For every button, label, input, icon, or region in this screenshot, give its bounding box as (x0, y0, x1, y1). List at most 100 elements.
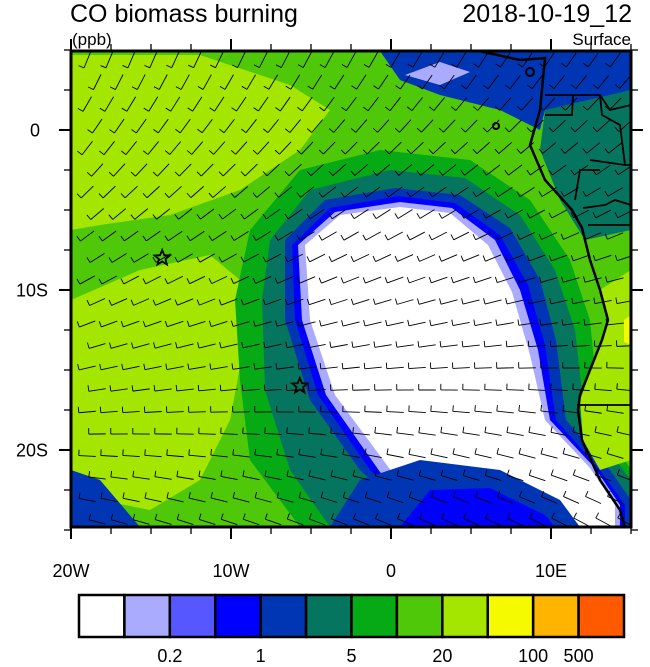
wind-barb (372, 119, 390, 133)
wind-barb (230, 276, 250, 284)
wind-barb (264, 470, 282, 481)
level-label: Surface (572, 30, 631, 49)
wind-barb (275, 96, 291, 112)
wind-barb (262, 298, 282, 306)
wind-barb (242, 513, 260, 526)
wind-barb (452, 362, 470, 369)
wind-barb (582, 187, 601, 197)
wind-barb (430, 405, 448, 414)
wind-barb (164, 141, 182, 155)
lat-label: 20S (15, 440, 48, 461)
colorbar-label: 20 (432, 646, 453, 666)
wind-barb (275, 363, 294, 370)
wind-barb (307, 74, 323, 90)
wind-barb (394, 254, 414, 262)
wind-barb (373, 74, 389, 90)
wind-barb (329, 341, 348, 348)
wind-barb (440, 383, 458, 391)
wind-barb (306, 298, 326, 306)
wind-barb (276, 448, 294, 458)
wind-barb (394, 209, 413, 219)
wind-barb (550, 426, 568, 437)
wind-barb (186, 275, 206, 285)
wind-barb (188, 406, 206, 413)
wind-barb (583, 276, 602, 283)
wind-barb (186, 141, 204, 155)
wind-barb (592, 254, 612, 262)
wind-barb (385, 362, 404, 370)
wind-barb (174, 163, 192, 177)
wind-barb (252, 276, 272, 284)
wind-barb (209, 363, 228, 370)
wind-barb (440, 426, 458, 436)
wind-barb (132, 427, 150, 435)
wind-barb (438, 119, 456, 133)
wind-barb (142, 230, 161, 242)
wind-barb (408, 448, 426, 459)
wind-barb (562, 361, 580, 369)
wind-barb (472, 97, 490, 111)
wind-barb (362, 231, 381, 241)
field-land-lime (580, 270, 631, 470)
wind-barb (374, 426, 392, 436)
wind-barb (540, 404, 558, 414)
wind-barb (120, 230, 139, 242)
wind-barb (196, 163, 214, 177)
wind-barb (77, 363, 96, 371)
wind-barb (274, 141, 292, 155)
wind-barb (241, 384, 260, 392)
wind-barb (451, 52, 467, 68)
wind-barb (384, 186, 403, 198)
wind-barb (208, 320, 228, 327)
wind-barb (120, 141, 137, 155)
wind-barb (604, 142, 623, 154)
wind-barb (274, 186, 293, 198)
wind-barb (253, 363, 272, 370)
wind-barb (318, 276, 338, 284)
field-lime-north (71, 55, 330, 230)
field-lime-west (71, 255, 245, 510)
wind-barb (110, 428, 128, 435)
wind-barb (109, 342, 128, 349)
wind-barb (418, 383, 436, 391)
wind-barb (494, 276, 514, 283)
wind-barb (175, 74, 190, 90)
wind-barb (78, 492, 96, 503)
wind-barb (122, 492, 140, 503)
wind-barb (108, 253, 127, 263)
wind-barb (330, 427, 348, 436)
wind-barb (352, 384, 370, 391)
wind-barb (100, 51, 113, 69)
wind-barb (595, 512, 611, 527)
wind-barb (164, 185, 182, 199)
wind-barb (438, 254, 458, 262)
wind-barb (120, 185, 138, 199)
field-white-north (405, 62, 470, 85)
wind-barb (375, 513, 392, 526)
wind-barb (372, 209, 391, 219)
wind-barb (351, 341, 370, 348)
wind-barb (439, 341, 458, 348)
colorbar-box (350, 593, 399, 639)
wind-barb (548, 164, 567, 176)
wind-barb (341, 52, 356, 68)
wind-barb (494, 231, 514, 241)
wind-barb (416, 209, 435, 219)
wind-barb (583, 52, 599, 68)
wind-barb (396, 469, 414, 481)
colorbar-box (531, 593, 580, 639)
wind-barb (496, 362, 514, 369)
wind-barb (166, 449, 184, 458)
wind-barb (495, 319, 514, 326)
wind-barb (143, 96, 159, 112)
wind-barb (396, 384, 414, 391)
wind-barb (98, 185, 116, 199)
wind-barb (164, 320, 184, 328)
co-field (71, 51, 631, 527)
wind-barb (406, 97, 423, 111)
wind-barb (208, 275, 228, 285)
wind-barb (571, 297, 590, 305)
wind-barb (208, 141, 226, 155)
wind-barb (262, 253, 282, 263)
wind-barb (451, 319, 470, 327)
